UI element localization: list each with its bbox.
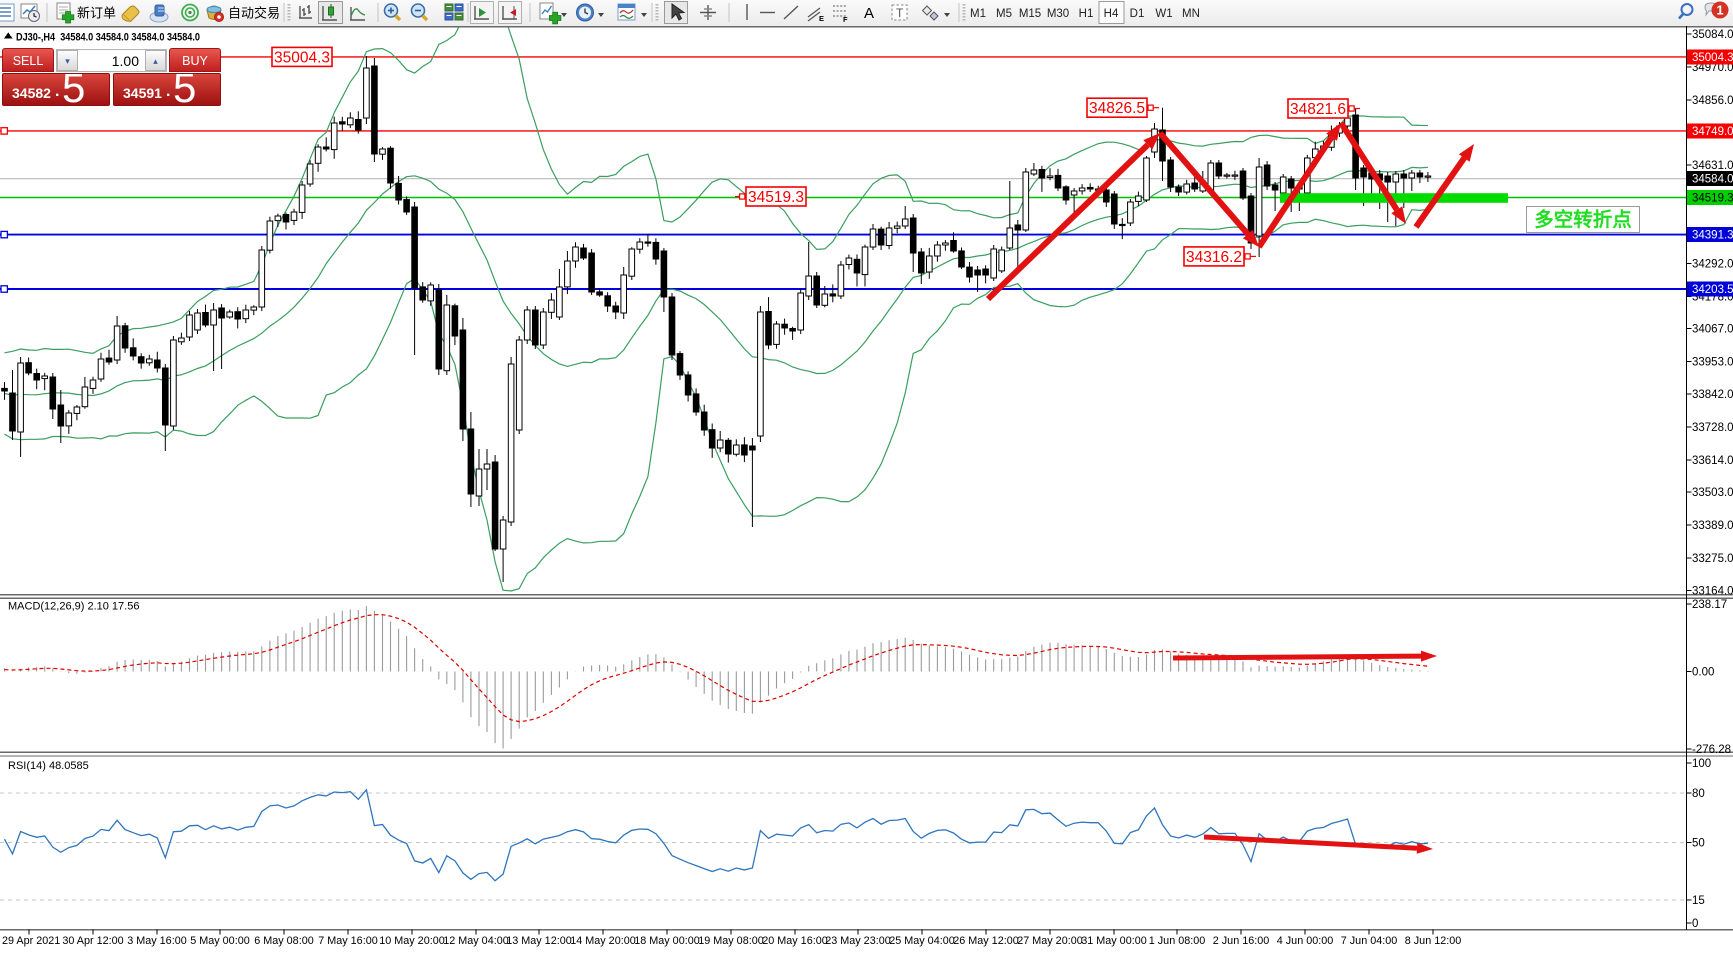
svg-text:1: 1 <box>1716 3 1723 18</box>
svg-text:30 Apr 12:00: 30 Apr 12:00 <box>62 935 123 947</box>
svg-text:-276.28: -276.28 <box>1692 744 1731 756</box>
svg-text:6 May 08:00: 6 May 08:00 <box>254 935 313 947</box>
svg-text:M30: M30 <box>1047 8 1069 20</box>
svg-text:7 May 16:00: 7 May 16:00 <box>318 935 377 947</box>
svg-text:5 May 00:00: 5 May 00:00 <box>190 935 249 947</box>
svg-text:2 Jun 16:00: 2 Jun 16:00 <box>1213 935 1269 947</box>
svg-text:33953.0: 33953.0 <box>1692 357 1733 369</box>
svg-text:50: 50 <box>1692 838 1705 850</box>
svg-text:4 Jun 00:00: 4 Jun 00:00 <box>1277 935 1333 947</box>
svg-text:M15: M15 <box>1019 8 1041 20</box>
svg-text:34826.5: 34826.5 <box>1089 100 1145 117</box>
svg-text:H1: H1 <box>1079 8 1094 20</box>
svg-text:多空转折点: 多空转折点 <box>1534 208 1632 231</box>
svg-text:0: 0 <box>1692 918 1698 930</box>
svg-text:W1: W1 <box>1155 8 1172 20</box>
svg-text:29 Apr 2021: 29 Apr 2021 <box>2 935 60 947</box>
svg-text:34970.0: 34970.0 <box>1692 62 1733 74</box>
svg-text:F: F <box>843 15 848 24</box>
svg-text:自动交易: 自动交易 <box>228 6 280 21</box>
svg-text:10 May 20:00: 10 May 20:00 <box>379 935 444 947</box>
svg-text:34067.0: 34067.0 <box>1692 324 1733 336</box>
svg-text:RSI(14) 48.0585: RSI(14) 48.0585 <box>8 760 89 772</box>
svg-text:12 May 04:00: 12 May 04:00 <box>443 935 508 947</box>
svg-text:H4: H4 <box>1104 8 1119 20</box>
svg-text:33389.0: 33389.0 <box>1692 520 1733 532</box>
svg-text:34292.0: 34292.0 <box>1692 258 1733 270</box>
svg-text:23 May 23:00: 23 May 23:00 <box>825 935 890 947</box>
svg-text:MACD(12,26,9) 2.10 17.56: MACD(12,26,9) 2.10 17.56 <box>8 601 139 613</box>
svg-text:31 May 00:00: 31 May 00:00 <box>1081 935 1146 947</box>
svg-text:27 May 20:00: 27 May 20:00 <box>1017 935 1082 947</box>
svg-text:DJ30-,H4 34584.0 34584.0 3458: DJ30-,H4 34584.0 34584.0 34584.0 34584.0 <box>16 32 200 44</box>
svg-text:33164.0: 33164.0 <box>1692 585 1733 597</box>
svg-text:34584.0: 34584.0 <box>1692 174 1733 186</box>
svg-text:26 May 12:00: 26 May 12:00 <box>953 935 1018 947</box>
svg-text:MN: MN <box>1182 8 1200 20</box>
svg-text:35004.3: 35004.3 <box>1692 52 1733 64</box>
svg-text:8 Jun 12:00: 8 Jun 12:00 <box>1405 935 1461 947</box>
svg-text:13 May 12:00: 13 May 12:00 <box>506 935 571 947</box>
svg-text:80: 80 <box>1692 788 1705 800</box>
svg-text:T: T <box>896 6 904 20</box>
svg-text:新订单: 新订单 <box>77 6 116 21</box>
svg-text:34519.3: 34519.3 <box>1692 193 1733 205</box>
svg-text:33728.0: 33728.0 <box>1692 422 1733 434</box>
svg-text:25 May 04:00: 25 May 04:00 <box>889 935 954 947</box>
svg-text:A: A <box>864 5 874 22</box>
svg-text:100: 100 <box>1692 758 1711 770</box>
svg-text:3 May 16:00: 3 May 16:00 <box>127 935 186 947</box>
svg-text:1 Jun 08:00: 1 Jun 08:00 <box>1149 935 1205 947</box>
svg-text:34856.0: 34856.0 <box>1692 95 1733 107</box>
svg-text:33503.0: 33503.0 <box>1692 487 1733 499</box>
svg-text:34391.3: 34391.3 <box>1692 230 1733 242</box>
svg-text:34821.6: 34821.6 <box>1290 101 1346 118</box>
svg-text:15: 15 <box>1692 895 1705 907</box>
svg-text:E: E <box>819 14 824 23</box>
svg-text:33842.0: 33842.0 <box>1692 389 1733 401</box>
svg-text:34519.3: 34519.3 <box>748 189 804 206</box>
svg-text:34749.0: 34749.0 <box>1692 126 1733 138</box>
svg-text:D1: D1 <box>1130 8 1145 20</box>
svg-text:33275.0: 33275.0 <box>1692 553 1733 565</box>
svg-text:14 May 20:00: 14 May 20:00 <box>570 935 635 947</box>
svg-text:M1: M1 <box>970 8 986 20</box>
svg-text:7 Jun 04:00: 7 Jun 04:00 <box>1341 935 1397 947</box>
svg-text:0.00: 0.00 <box>1692 667 1714 679</box>
svg-text:35004.3: 35004.3 <box>274 49 330 66</box>
svg-text:34631.0: 34631.0 <box>1692 160 1733 172</box>
svg-text:20 May 16:00: 20 May 16:00 <box>762 935 827 947</box>
svg-text:238.17: 238.17 <box>1692 599 1727 611</box>
svg-text:19 May 08:00: 19 May 08:00 <box>698 935 763 947</box>
svg-text:33614.0: 33614.0 <box>1692 455 1733 467</box>
svg-text:35084.0: 35084.0 <box>1692 29 1733 41</box>
svg-text:18 May 00:00: 18 May 00:00 <box>634 935 699 947</box>
svg-text:34203.5: 34203.5 <box>1692 284 1733 296</box>
svg-text:M5: M5 <box>996 8 1012 20</box>
svg-text:34316.2: 34316.2 <box>1186 249 1242 266</box>
